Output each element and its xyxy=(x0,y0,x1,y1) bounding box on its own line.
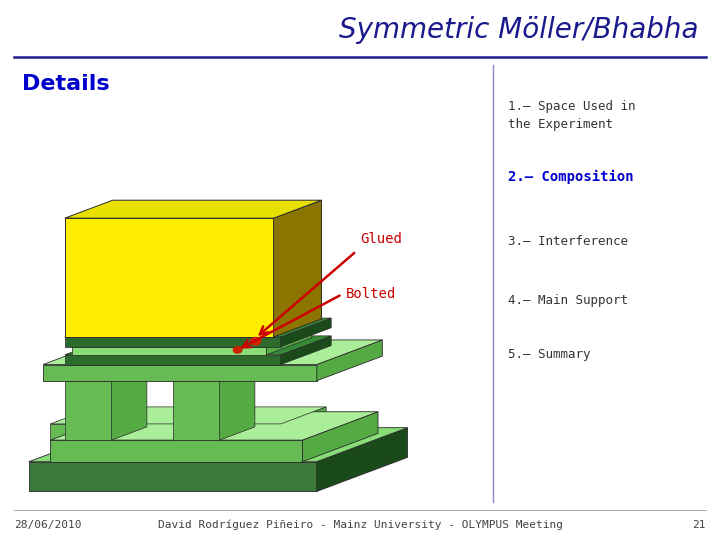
Polygon shape xyxy=(317,428,408,491)
Text: Details: Details xyxy=(22,73,109,94)
Text: Symmetric Möller/Bhabha: Symmetric Möller/Bhabha xyxy=(339,16,698,44)
Polygon shape xyxy=(317,340,382,381)
Text: 3.– Interference: 3.– Interference xyxy=(508,235,628,248)
Polygon shape xyxy=(50,411,378,440)
Polygon shape xyxy=(302,411,378,462)
Text: 5.– Summary: 5.– Summary xyxy=(508,348,590,361)
Polygon shape xyxy=(281,336,331,364)
Polygon shape xyxy=(220,367,255,440)
Polygon shape xyxy=(50,407,326,424)
Polygon shape xyxy=(65,355,281,365)
Text: David Rodríguez Piñeiro - Mainz University - OLYMPUS Meeting: David Rodríguez Piñeiro - Mainz Universi… xyxy=(158,519,562,530)
Polygon shape xyxy=(173,367,255,381)
Polygon shape xyxy=(65,318,331,337)
Polygon shape xyxy=(65,200,322,218)
Text: 2.– Composition: 2.– Composition xyxy=(508,170,633,184)
Polygon shape xyxy=(50,424,281,440)
Polygon shape xyxy=(274,200,322,337)
Polygon shape xyxy=(65,336,331,355)
Polygon shape xyxy=(65,367,147,381)
Text: 28/06/2010: 28/06/2010 xyxy=(14,520,82,530)
Polygon shape xyxy=(72,347,266,355)
Polygon shape xyxy=(72,329,312,347)
Text: Bolted: Bolted xyxy=(346,287,396,301)
Circle shape xyxy=(251,338,261,345)
Polygon shape xyxy=(29,428,408,462)
Polygon shape xyxy=(43,340,382,364)
Polygon shape xyxy=(65,337,281,347)
Text: Glued: Glued xyxy=(360,232,402,246)
Polygon shape xyxy=(50,440,302,462)
Polygon shape xyxy=(173,381,220,440)
Polygon shape xyxy=(112,367,147,440)
Polygon shape xyxy=(281,407,326,440)
Polygon shape xyxy=(43,364,317,381)
Text: 4.– Main Support: 4.– Main Support xyxy=(508,294,628,307)
Polygon shape xyxy=(65,381,112,440)
Polygon shape xyxy=(65,218,274,337)
Polygon shape xyxy=(281,318,331,347)
Polygon shape xyxy=(29,462,317,491)
Circle shape xyxy=(233,347,242,353)
Text: 1.– Space Used in
the Experiment: 1.– Space Used in the Experiment xyxy=(508,100,635,131)
Text: 21: 21 xyxy=(692,520,706,530)
Polygon shape xyxy=(266,329,312,355)
